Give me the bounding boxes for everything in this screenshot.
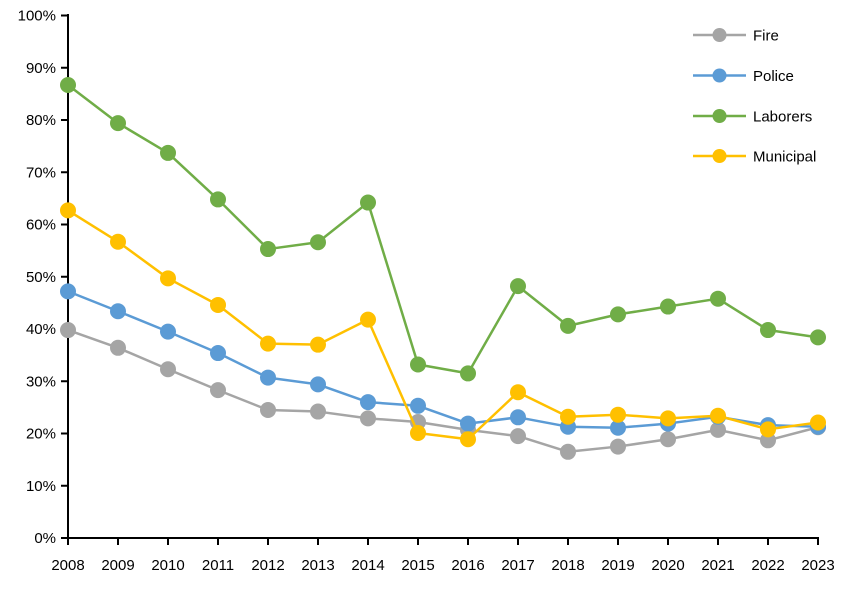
- series-marker-police: [310, 376, 326, 393]
- x-axis-tick-label: 2013: [301, 557, 334, 574]
- legend-label-fire: Fire: [753, 28, 779, 45]
- series-marker-police: [510, 409, 526, 426]
- y-axis-tick-label: 100%: [18, 8, 56, 25]
- x-axis-tick-label: 2008: [51, 557, 84, 574]
- series-marker-laborers: [310, 234, 326, 251]
- series-marker-laborers: [710, 290, 726, 307]
- y-axis-tick-label: 10%: [26, 478, 56, 495]
- series-marker-municipal: [660, 410, 676, 427]
- series-marker-fire: [510, 428, 526, 445]
- legend-marker-municipal: [712, 149, 727, 163]
- series-marker-laborers: [260, 241, 276, 258]
- series-marker-laborers: [610, 306, 626, 323]
- y-axis-tick-label: 0%: [34, 530, 56, 547]
- series-marker-laborers: [210, 191, 226, 208]
- series-marker-laborers: [360, 194, 376, 211]
- series-marker-laborers: [110, 115, 126, 132]
- series-marker-police: [60, 283, 76, 300]
- series-marker-municipal: [760, 421, 776, 438]
- y-axis-tick-label: 50%: [26, 269, 56, 286]
- series-marker-municipal: [610, 406, 626, 423]
- series-marker-municipal: [710, 407, 726, 424]
- legend-marker-laborers: [712, 109, 727, 123]
- series-marker-police: [410, 397, 426, 414]
- series-marker-laborers: [810, 329, 826, 346]
- legend-label-municipal: Municipal: [753, 149, 816, 166]
- series-line-police: [66, 290, 820, 430]
- series-line-fire: [66, 328, 820, 454]
- x-axis-tick-label: 2012: [251, 557, 284, 574]
- series-marker-laborers: [60, 76, 76, 93]
- x-axis-tick-label: 2009: [101, 557, 134, 574]
- series-marker-municipal: [410, 424, 426, 441]
- y-axis-tick-label: 70%: [26, 164, 56, 181]
- series-marker-municipal: [360, 311, 376, 328]
- series-marker-police: [210, 345, 226, 362]
- series-marker-laborers: [460, 365, 476, 382]
- y-axis-tick-label: 20%: [26, 426, 56, 443]
- x-axis-tick-label: 2016: [451, 557, 484, 574]
- legend-label-laborers: Laborers: [753, 109, 812, 126]
- series-marker-municipal: [60, 202, 76, 219]
- x-axis-tick-label: 2019: [601, 557, 634, 574]
- series-marker-laborers: [660, 298, 676, 315]
- series-marker-municipal: [810, 414, 826, 431]
- series-marker-police: [260, 369, 276, 386]
- series-marker-laborers: [760, 322, 776, 339]
- legend-label-police: Police: [753, 68, 794, 85]
- series-marker-fire: [260, 401, 276, 418]
- series-marker-municipal: [160, 270, 176, 287]
- series-marker-fire: [560, 443, 576, 460]
- series-marker-municipal: [260, 335, 276, 352]
- x-axis-tick-label: 2022: [751, 557, 784, 574]
- legend-marker-fire: [712, 28, 727, 42]
- x-axis-tick-label: 2011: [202, 557, 234, 574]
- series-marker-municipal: [210, 296, 226, 313]
- series-marker-municipal: [460, 431, 476, 448]
- series-marker-fire: [110, 339, 126, 356]
- x-axis-tick-label: 2021: [701, 557, 734, 574]
- series-marker-fire: [710, 421, 726, 438]
- series-marker-police: [460, 415, 476, 432]
- y-axis-tick-label: 30%: [26, 373, 56, 390]
- y-axis-tick-label: 40%: [26, 321, 56, 338]
- series-marker-laborers: [510, 278, 526, 295]
- series-marker-municipal: [560, 408, 576, 425]
- x-axis-tick-label: 2017: [501, 557, 534, 574]
- legend-marker-police: [712, 68, 727, 83]
- series-marker-laborers: [410, 356, 426, 373]
- series-marker-fire: [160, 361, 176, 378]
- y-axis-tick-label: 80%: [26, 112, 56, 129]
- series-marker-fire: [360, 410, 376, 427]
- y-axis-tick-label: 60%: [26, 217, 56, 234]
- series-marker-municipal: [310, 336, 326, 353]
- series-marker-fire: [660, 431, 676, 448]
- series-marker-laborers: [160, 144, 176, 161]
- series-marker-police: [610, 419, 626, 436]
- x-axis-tick-label: 2020: [651, 557, 684, 574]
- series-marker-fire: [60, 322, 76, 339]
- series-line-laborers: [66, 83, 820, 375]
- x-axis-tick-label: 2014: [351, 557, 384, 574]
- x-axis-tick-label: 2015: [401, 557, 434, 574]
- y-axis-tick-label: 90%: [26, 60, 56, 77]
- series-marker-police: [360, 394, 376, 411]
- series-line-municipal: [66, 209, 820, 441]
- series-marker-fire: [210, 382, 226, 399]
- series-marker-laborers: [560, 317, 576, 334]
- x-axis-tick-label: 2023: [801, 557, 834, 574]
- x-axis-tick-label: 2018: [551, 557, 584, 574]
- series-marker-fire: [310, 403, 326, 420]
- series-marker-municipal: [510, 384, 526, 401]
- series-marker-fire: [760, 432, 776, 449]
- series-marker-police: [110, 303, 126, 320]
- series-marker-police: [160, 323, 176, 340]
- x-axis-tick-label: 2010: [151, 557, 184, 574]
- series-marker-municipal: [110, 233, 126, 250]
- series-marker-fire: [610, 438, 626, 455]
